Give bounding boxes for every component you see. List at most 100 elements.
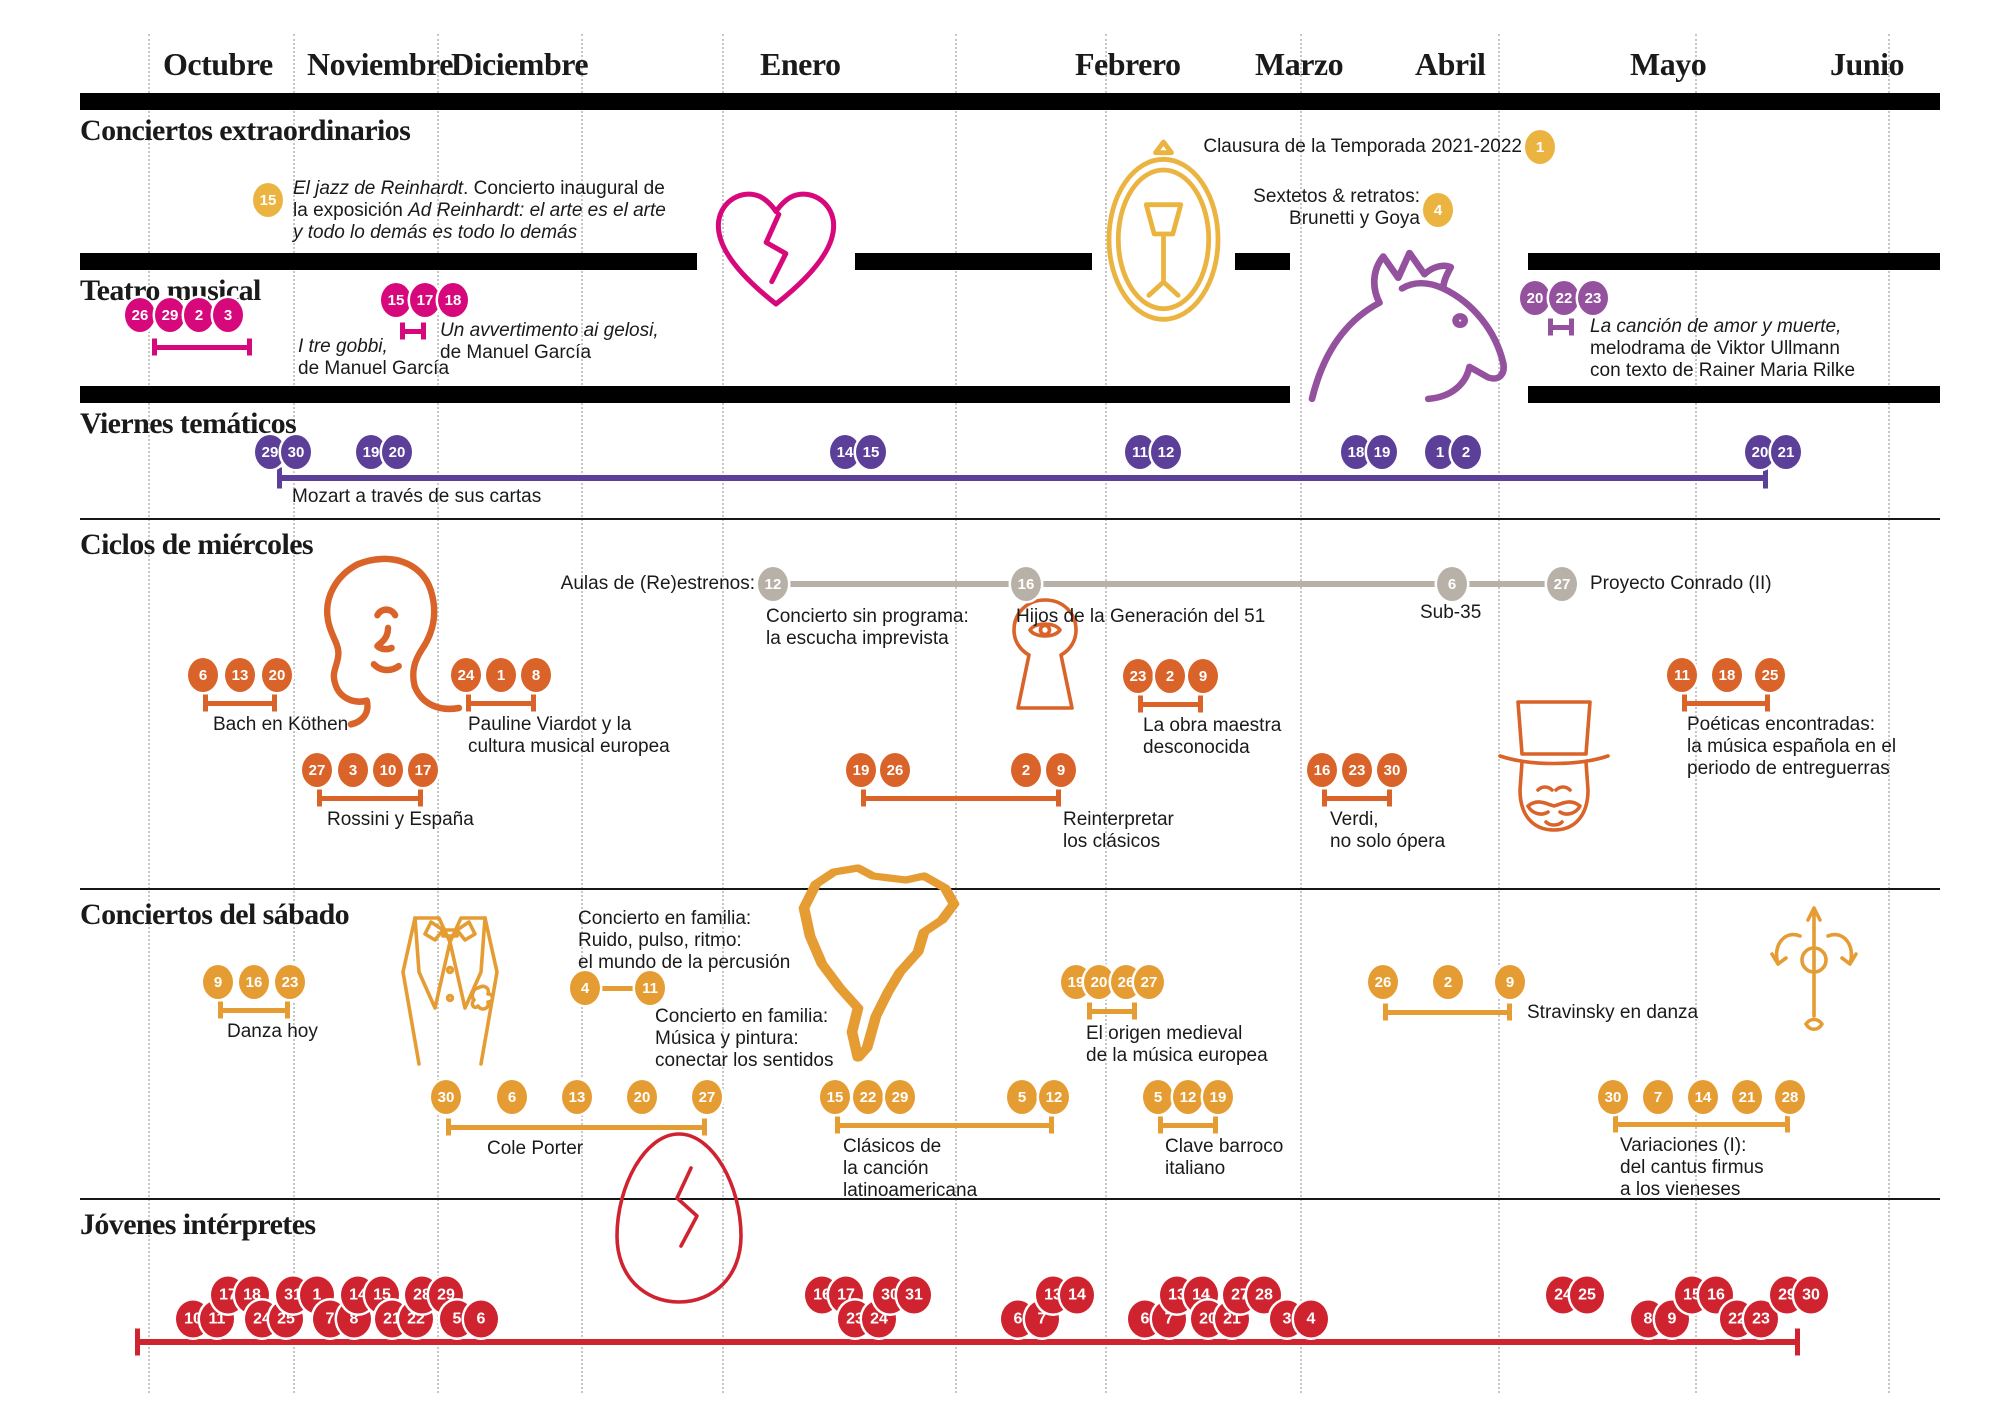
event-day-circle: 2 <box>1433 965 1463 999</box>
event-label-line: Ruido, pulso, ritmo: <box>578 930 742 951</box>
event-connector-line <box>773 581 1562 587</box>
event-day-circle: 5 <box>1143 1080 1173 1114</box>
event-label: Concierto en familia: Música y pintura: co… <box>655 1006 834 1072</box>
month-gridline <box>437 34 439 1393</box>
event-label: Hijos de la Generación del 51 <box>1016 606 1265 628</box>
section-divider-bar <box>80 386 1290 403</box>
event-day-circle: 4 <box>1294 1300 1328 1338</box>
event-label-line: periodo de entreguerras <box>1687 758 1890 779</box>
month-label: Febrero <box>1075 46 1181 82</box>
event-day-circle: 15 <box>820 1080 850 1114</box>
event-day-circle: 9 <box>1495 965 1525 999</box>
event-day-circle: 6 <box>1437 567 1467 601</box>
event-label-line: I tre gobbi, <box>298 336 449 358</box>
month-gridline <box>1888 34 1890 1393</box>
event-day-circle: 20 <box>1520 281 1550 315</box>
event-label-line: Concierto en familia: <box>655 1006 829 1027</box>
cracked-egg-icon <box>595 1124 763 1312</box>
event-label-line: la música española en el <box>1687 736 1897 757</box>
event-day-circle: 17 <box>408 753 438 787</box>
event-day-circle: 6 <box>497 1080 527 1114</box>
section-divider-bar <box>1528 386 1940 403</box>
event-day-circle: 14 <box>1060 1276 1094 1314</box>
event-range-beam <box>1548 324 1574 330</box>
event-range-beam <box>317 795 423 801</box>
event-label-line: La canción de amor y muerte, <box>1590 316 1855 338</box>
event-label: La canción de amor y muerte, melodrama de… <box>1590 316 1855 382</box>
event-day-circle: 11 <box>1667 658 1697 692</box>
event-day-circle: 4 <box>570 971 600 1005</box>
event-day-circle: 26 <box>880 753 910 787</box>
event-label-line: no solo ópera <box>1330 831 1446 852</box>
event-label-line: El jazz de Reinhardt. Concierto inaugura… <box>293 178 666 200</box>
event-day-circle: 30 <box>281 435 311 469</box>
event-label-line: Danza hoy <box>227 1021 318 1042</box>
event-label-line: a los vieneses <box>1620 1179 1741 1200</box>
event-label-line: la exposición Ad Reinhardt: el arte es e… <box>293 200 666 222</box>
event-day-circle: 23 <box>1578 281 1608 315</box>
event-day-circle: 29 <box>885 1080 915 1114</box>
event-label-line: Aulas de (Re)estrenos: <box>560 573 755 594</box>
event-day-circle: 10 <box>373 753 403 787</box>
event-day-circle: 22 <box>853 1080 883 1114</box>
section-divider-bar <box>1528 253 1940 270</box>
event-day-circle: 1 <box>1525 130 1555 164</box>
month-gridline <box>1105 34 1107 1393</box>
event-label-line: Sextetos & retratos: <box>1253 186 1420 207</box>
section-title: Viernes temáticos <box>80 407 297 440</box>
event-day-circle: 20 <box>262 658 292 692</box>
man-top-hat-icon <box>1480 692 1628 884</box>
event-day-circle: 25 <box>1755 658 1785 692</box>
section-title: Jóvenes intérpretes <box>80 1208 316 1241</box>
event-day-circle: 18 <box>1341 435 1371 469</box>
event-day-circle: 23 <box>1342 753 1372 787</box>
event-label-line: Clave barroco <box>1165 1136 1284 1157</box>
event-label-line: Mozart a través de sus cartas <box>292 486 542 507</box>
event-range-beam <box>1613 1121 1790 1127</box>
event-day-circle: 29 <box>155 298 185 332</box>
event-label-line: Poéticas encontradas: <box>1687 714 1876 735</box>
event-label: Poéticas encontradas: la música española … <box>1687 714 1896 780</box>
month-gridline <box>1498 34 1500 1393</box>
event-label-line: la canción <box>843 1158 929 1179</box>
section-divider-bar <box>80 93 1940 110</box>
event-label-line: El origen medieval <box>1086 1023 1243 1044</box>
section-title: Ciclos de miércoles <box>80 528 314 561</box>
event-label: Un avvertimento ai gelosi, de Manuel Garc… <box>440 320 659 364</box>
event-day-circle: 18 <box>438 283 468 317</box>
event-label-line: Stravinsky en danza <box>1527 1002 1699 1023</box>
event-label-line: Rossini y España <box>327 809 474 830</box>
event-label-line: Concierto en familia: <box>578 908 752 929</box>
event-label-segment: la exposición <box>293 200 409 221</box>
event-label: Concierto sin programa: la escucha imprev… <box>766 606 969 650</box>
event-day-circle: 31 <box>897 1276 931 1314</box>
south-america-map-icon <box>774 864 984 1064</box>
event-label: Stravinsky en danza <box>1527 1002 1698 1024</box>
event-label-line: Un avvertimento ai gelosi, <box>440 320 659 342</box>
event-day-circle: 2 <box>1011 753 1041 787</box>
event-day-circle: 4 <box>1423 193 1453 227</box>
trident-icon <box>1758 904 1870 1040</box>
event-label: Reinterpretar los clásicos <box>1063 809 1174 853</box>
event-range-beam <box>152 344 252 350</box>
event-day-circle: 24 <box>451 658 481 692</box>
event-label: Sub-35 <box>1420 602 1481 624</box>
section-title: Conciertos del sábado <box>80 898 350 931</box>
event-day-circle: 30 <box>1377 753 1407 787</box>
event-range-beam <box>861 795 1061 801</box>
month-gridline <box>293 34 295 1393</box>
event-day-circle: 6 <box>188 658 218 692</box>
event-label-line: Clásicos de <box>843 1136 942 1157</box>
event-day-circle: 13 <box>225 658 255 692</box>
month-label: Abril <box>1415 46 1486 82</box>
event-label: El jazz de Reinhardt. Concierto inaugura… <box>293 178 666 244</box>
event-day-circle: 3 <box>338 753 368 787</box>
event-label: I tre gobbi, de Manuel García <box>298 336 449 380</box>
event-label-line: de la música europea <box>1086 1045 1268 1066</box>
month-label: Octubre <box>163 46 273 82</box>
event-day-circle: 16 <box>1011 567 1041 601</box>
event-day-circle: 9 <box>1655 1300 1689 1338</box>
section-divider-rule <box>80 518 1940 520</box>
event-range-beam <box>218 1007 290 1013</box>
event-connector-line <box>585 985 650 991</box>
